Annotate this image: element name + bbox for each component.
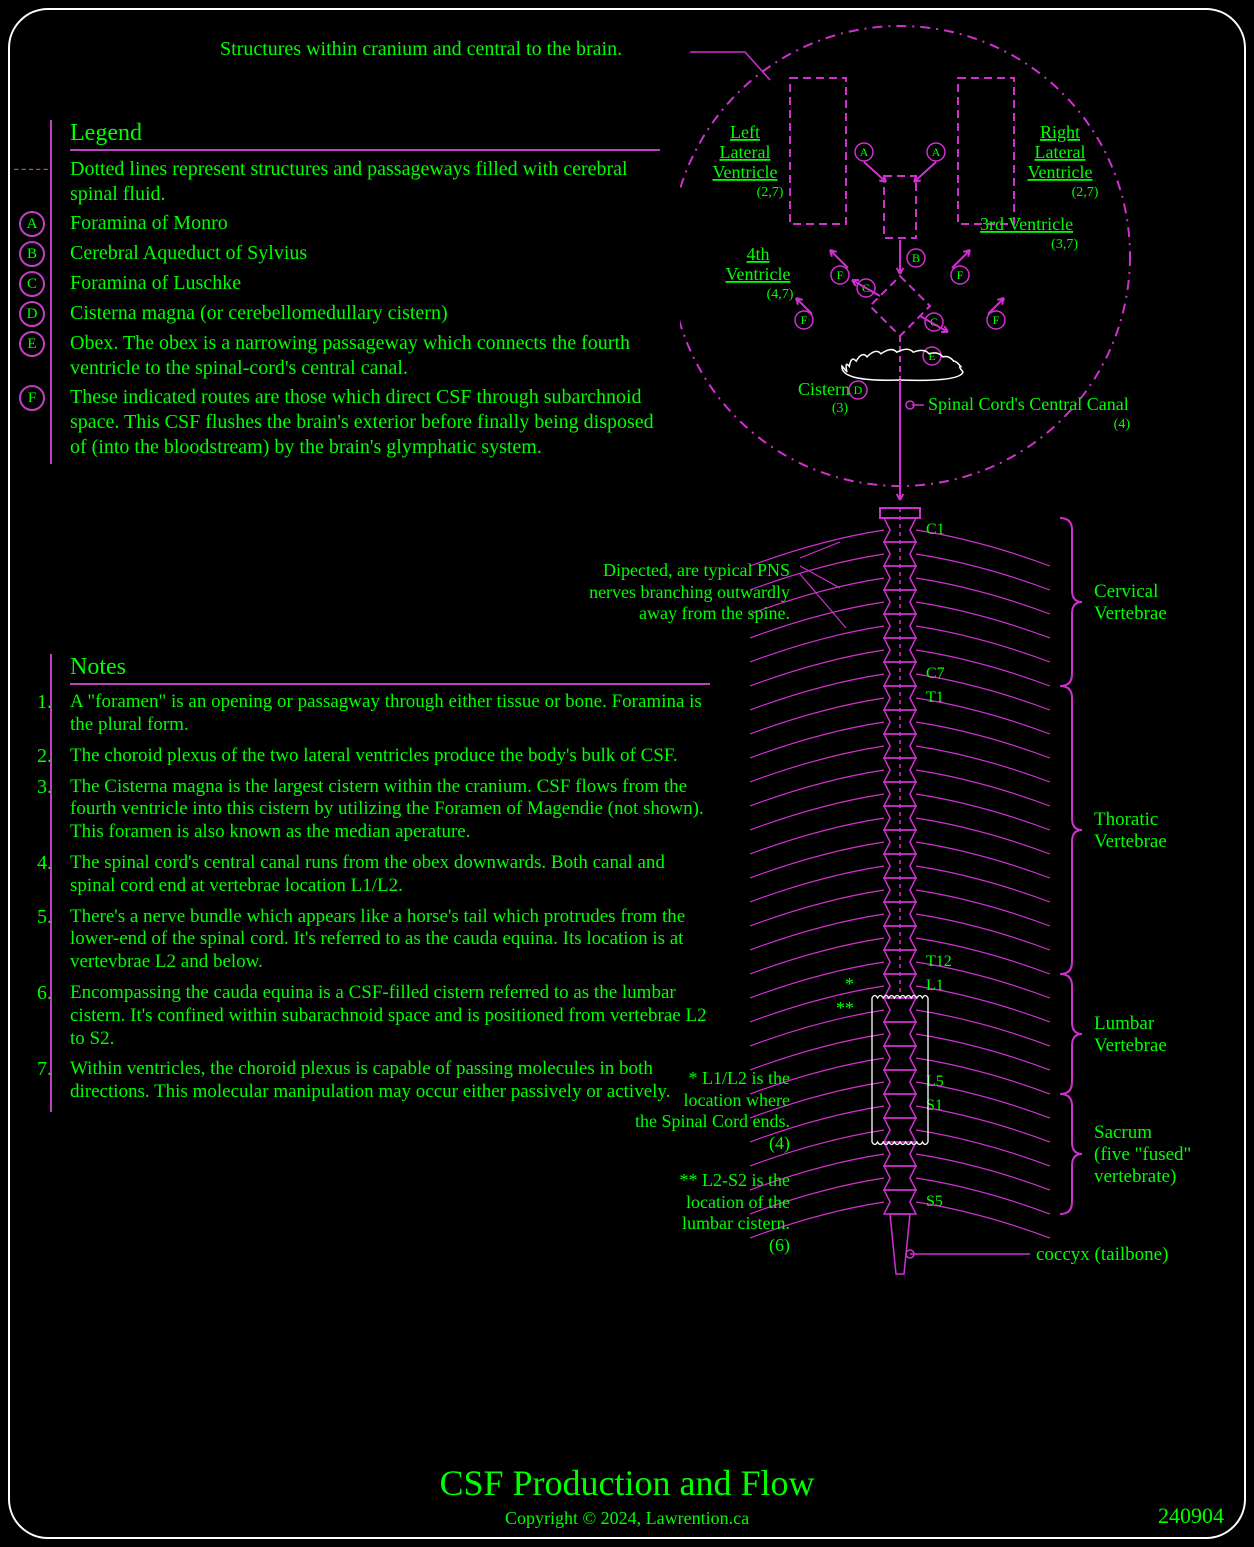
note-text: There's a nerve bundle which appears lik…: [70, 906, 710, 974]
legend-marker: D: [12, 301, 52, 327]
svg-text:Ventricle: Ventricle: [1028, 162, 1093, 182]
nerve-note: Dipected, are typical PNS nerves branchi…: [560, 560, 790, 625]
svg-text:(2,7): (2,7): [757, 185, 784, 200]
main-title: CSF Production and Flow: [0, 1462, 1254, 1504]
svg-text:Thoratic: Thoratic: [1094, 809, 1158, 830]
svg-text:**: **: [836, 998, 854, 1018]
svg-text:C1: C1: [926, 521, 945, 538]
svg-text:Lateral: Lateral: [1035, 142, 1086, 162]
note-number: 7.: [22, 1058, 52, 1081]
legend-text: Obex. The obex is a narrowing passageway…: [70, 331, 660, 381]
svg-text:(2,7): (2,7): [1072, 185, 1099, 200]
title-block: CSF Production and Flow Copyright © 2024…: [0, 1462, 1254, 1529]
note-number: 1.: [22, 691, 52, 714]
svg-text:3rd Ventricle: 3rd Ventricle: [980, 214, 1073, 234]
copyright: Copyright © 2024, Lawrention.ca: [0, 1508, 1254, 1529]
svg-text:Vertebrae: Vertebrae: [1094, 603, 1167, 624]
legend-row: DCisterna magna (or cerebellomedullary c…: [70, 301, 660, 327]
svg-text:(4,7): (4,7): [767, 287, 794, 302]
note-text: A "foramen" is an opening or passagway t…: [70, 691, 710, 737]
svg-text:Left: Left: [730, 122, 760, 142]
svg-text:Ventricle: Ventricle: [713, 162, 778, 182]
svg-text:F: F: [993, 313, 1000, 327]
svg-text:F: F: [801, 313, 808, 327]
svg-text:E: E: [928, 349, 935, 363]
svg-text:Lumbar: Lumbar: [1094, 1013, 1155, 1034]
note-text: Encompassing the cauda equina is a CSF-f…: [70, 982, 710, 1050]
legend-marker: -----: [12, 157, 52, 178]
notes-header: Notes: [70, 654, 710, 685]
legend-text: These indicated routes are those which d…: [70, 385, 660, 460]
svg-text:F: F: [837, 268, 844, 282]
svg-text:Ventricle: Ventricle: [726, 264, 791, 284]
svg-text:S5: S5: [926, 1193, 943, 1210]
note-text: The choroid plexus of the two lateral ve…: [70, 745, 678, 768]
note-number: 6.: [22, 982, 52, 1005]
legend-text: Cisterna magna (or cerebellomedullary ci…: [70, 301, 448, 326]
note-number: 3.: [22, 776, 52, 799]
notes: Notes 1.A "foramen" is an opening or pas…: [50, 654, 710, 1112]
note-row: 5.There's a nerve bundle which appears l…: [70, 906, 710, 974]
legend-marker: A: [12, 211, 52, 237]
legend-marker: F: [12, 385, 52, 411]
svg-text:B: B: [912, 251, 920, 265]
legend-text: Foramina of Luschke: [70, 271, 241, 296]
note-text: The Cisterna magna is the largest cister…: [70, 776, 710, 844]
note-number: 4.: [22, 852, 52, 875]
l1l2-note: * L1/L2 is the location where the Spinal…: [560, 1068, 790, 1154]
svg-text:(five "fused": (five "fused": [1094, 1144, 1191, 1165]
svg-text:L1: L1: [926, 977, 944, 994]
note-row: 6.Encompassing the cauda equina is a CSF…: [70, 982, 710, 1050]
legend-row: -----Dotted lines represent structures a…: [70, 157, 660, 207]
svg-text:Vertebrae: Vertebrae: [1094, 1035, 1167, 1056]
svg-text:Lateral: Lateral: [720, 142, 771, 162]
top-structures-label: Structures within cranium and central to…: [220, 38, 622, 61]
svg-text:vertebrate): vertebrate): [1094, 1166, 1176, 1187]
legend: Legend -----Dotted lines represent struc…: [50, 120, 660, 464]
svg-text:Cervical: Cervical: [1094, 581, 1158, 602]
svg-text:L5: L5: [926, 1073, 944, 1090]
svg-text:Vertebrae: Vertebrae: [1094, 831, 1167, 852]
svg-text:(3): (3): [832, 401, 849, 416]
note-row: 1.A "foramen" is an opening or passagway…: [70, 691, 710, 737]
svg-text:D: D: [854, 383, 863, 397]
svg-text:A: A: [932, 145, 941, 159]
legend-row: BCerebral Aqueduct of Sylvius: [70, 241, 660, 267]
svg-text:*: *: [845, 974, 854, 994]
svg-text:Spinal Cord's Central Canal: Spinal Cord's Central Canal: [928, 394, 1129, 414]
legend-row: FThese indicated routes are those which …: [70, 385, 660, 460]
svg-text:T1: T1: [926, 689, 944, 706]
note-row: 4.The spinal cord's central canal runs f…: [70, 852, 710, 898]
legend-marker: E: [12, 331, 52, 357]
legend-text: Dotted lines represent structures and pa…: [70, 157, 660, 207]
svg-text:coccyx (tailbone): coccyx (tailbone): [1036, 1244, 1168, 1265]
note-row: 3.The Cisterna magna is the largest cist…: [70, 776, 710, 844]
legend-text: Cerebral Aqueduct of Sylvius: [70, 241, 307, 266]
svg-text:Right: Right: [1040, 122, 1080, 142]
note-number: 5.: [22, 906, 52, 929]
svg-text:F: F: [957, 268, 964, 282]
note-row: 2.The choroid plexus of the two lateral …: [70, 745, 710, 768]
legend-text: Foramina of Monro: [70, 211, 228, 236]
legend-header: Legend: [70, 120, 660, 151]
svg-text:Sacrum: Sacrum: [1094, 1122, 1152, 1143]
svg-text:Cistern: Cistern: [798, 379, 850, 399]
legend-row: AForamina of Monro: [70, 211, 660, 237]
l2s2-note: ** L2-S2 is the location of the lumbar c…: [560, 1170, 790, 1256]
note-number: 2.: [22, 745, 52, 768]
legend-row: CForamina of Luschke: [70, 271, 660, 297]
legend-row: EObex. The obex is a narrowing passagewa…: [70, 331, 660, 381]
svg-text:(3,7): (3,7): [1051, 237, 1078, 252]
note-text: The spinal cord's central canal runs fro…: [70, 852, 710, 898]
legend-marker: C: [12, 271, 52, 297]
svg-text:4th: 4th: [746, 244, 769, 264]
legend-marker: B: [12, 241, 52, 267]
svg-text:T12: T12: [926, 953, 952, 970]
svg-text:C7: C7: [926, 665, 945, 682]
svg-text:(4): (4): [1114, 417, 1131, 432]
svg-text:A: A: [860, 145, 869, 159]
date-code: 240904: [1158, 1503, 1224, 1529]
